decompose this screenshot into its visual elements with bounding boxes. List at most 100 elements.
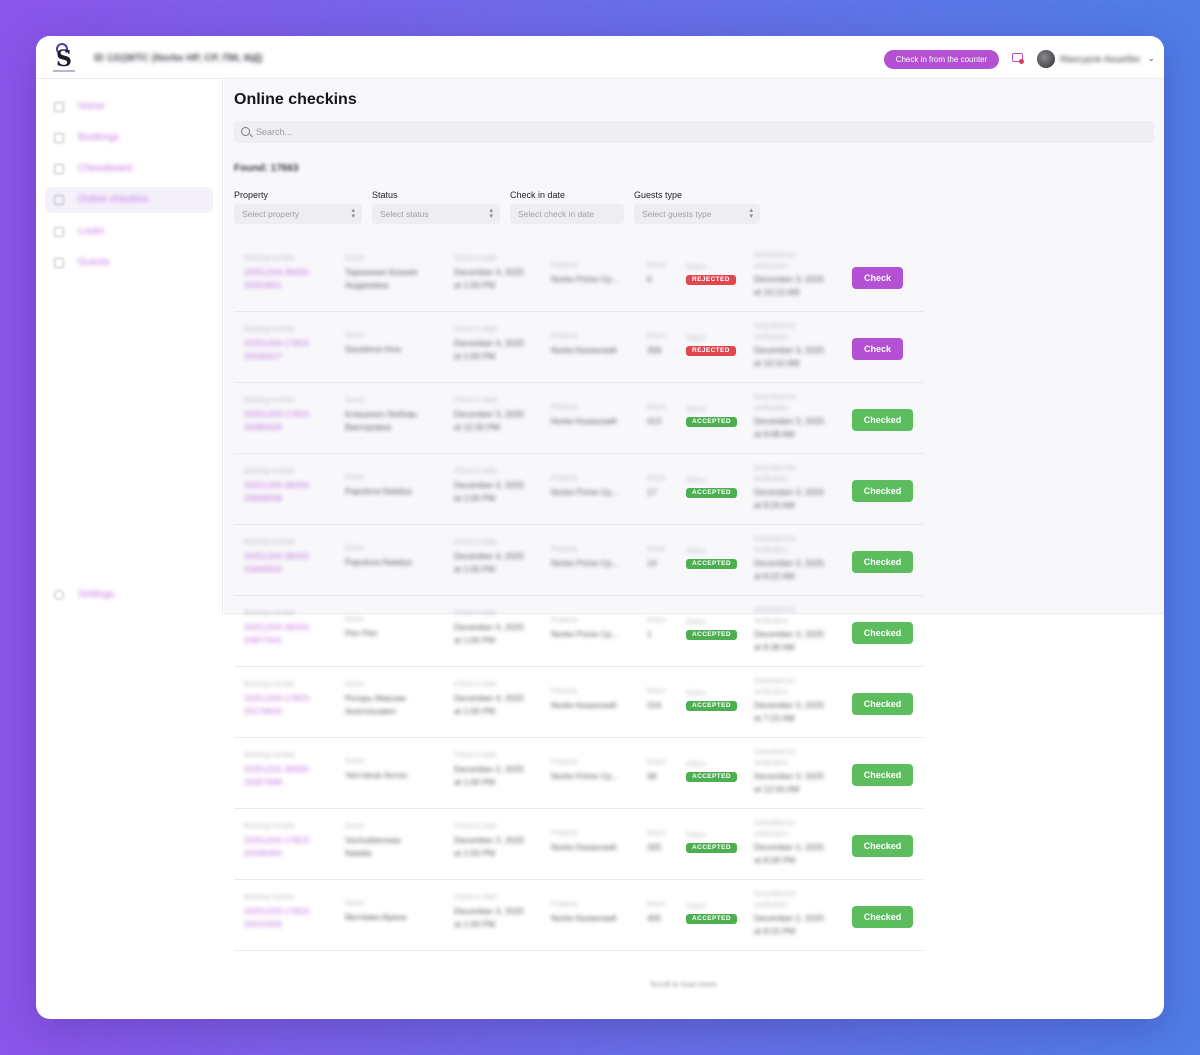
check-in-date: December 4, 2025 at 1:00 PM <box>454 337 524 363</box>
scroll-to-load-more[interactable]: Scroll to load more <box>650 980 717 989</box>
checked-button[interactable]: Checked <box>852 480 913 502</box>
checked-button[interactable]: Checked <box>852 409 913 431</box>
caption-booking: Booking number <box>244 894 295 901</box>
caption-checkin: Check in date <box>454 397 497 404</box>
checked-button[interactable]: Checked <box>852 622 913 644</box>
room-number: 17 <box>647 487 657 497</box>
check-button[interactable]: Check <box>852 267 903 289</box>
sidebar-item-chessboard[interactable]: Chessboard <box>45 156 213 182</box>
guests-type-select[interactable]: Select guests type ▴ ▾ <box>634 204 760 224</box>
status-badge: REJECTED <box>686 346 736 356</box>
check-in-time-line: at 1:00 PM <box>454 351 496 361</box>
lock-icon <box>54 227 64 237</box>
checked-button[interactable]: Checked <box>852 764 913 786</box>
submitted-time-line: at 8:38 AM <box>754 642 795 652</box>
app-logo[interactable]: S <box>53 43 75 73</box>
table-row[interactable]: Booking number 20251202-38200- 20357689 Gue… <box>234 738 924 809</box>
table-row[interactable]: Booking number 20251204-17823- 20179620 Gue… <box>234 667 924 738</box>
booking-number-line: 20849505 <box>244 564 282 574</box>
search-bar[interactable] <box>234 121 1154 143</box>
sidebar-item-bookings[interactable]: Bookings <box>45 125 213 151</box>
guest-name-line: Анатольевич <box>345 706 397 716</box>
booking-number[interactable]: 20251204-17823- 20160107 <box>244 337 311 363</box>
filter-label-check-in-date: Check in date <box>510 190 566 200</box>
checked-button[interactable]: Checked <box>852 693 913 715</box>
check-in-time-line: at 12:30 PM <box>454 422 500 432</box>
booking-number[interactable]: 20251203-17823- 20015059 <box>244 905 311 931</box>
check-in-time-line: at 1:00 PM <box>454 564 496 574</box>
caption-room: Room <box>647 262 666 269</box>
checkin-icon <box>54 195 64 205</box>
booking-number-line: 20251204-38200- <box>244 267 312 277</box>
guest-name-line: Митяева Ирина <box>345 912 407 922</box>
booking-number[interactable]: 20251204-38200- 20253841 <box>244 266 311 292</box>
submitted-date-line: December 3, 2025 <box>754 274 824 284</box>
table-row[interactable]: Booking number 20251204-38200- 20849505 Gue… <box>234 525 924 596</box>
guest-name-line: Papulova Natalya <box>345 486 412 496</box>
select-placeholder: Select status <box>380 209 429 219</box>
caption-property: Property <box>551 262 578 269</box>
table-row[interactable]: Booking number 20251204-38200- 20253841 Gue… <box>234 241 924 312</box>
booking-number[interactable]: 20251202-38200- 20357689 <box>244 763 311 789</box>
caption-guest: Guest <box>345 900 364 907</box>
updown-icon: ▴ ▾ <box>351 207 355 220</box>
property-name: Norke Казанский <box>551 913 617 923</box>
checked-button[interactable]: Checked <box>852 835 913 857</box>
property-select[interactable]: Select property ▴ ▾ <box>234 204 362 224</box>
status-select[interactable]: Select status ▴ ▾ <box>372 204 500 224</box>
check-in-date-line: December 4, 2025 <box>454 338 524 348</box>
caption-room: Room <box>647 759 666 766</box>
property-name: Norke Prime Cp... <box>551 558 619 568</box>
table-row[interactable]: Booking number 20251203-17823- 20085428 Gue… <box>234 383 924 454</box>
organization-title[interactable]: ID 131|WTC (Norke HP, CP, ПМ, МД) <box>94 53 263 64</box>
table-row[interactable]: Booking number 20251204-38200- 20849508 Gue… <box>234 454 924 525</box>
sidebar-item-label: Settings <box>78 589 115 600</box>
booking-number[interactable]: 20251204-17823- 20179620 <box>244 692 311 718</box>
checked-button[interactable]: Checked <box>852 551 913 573</box>
check-in-date: December 2, 2025 at 1:00 PM <box>454 834 524 860</box>
sidebar-item-online-checkins[interactable]: Online checkins <box>45 187 213 213</box>
table-row[interactable]: Booking number 20251202-17823- 20046400 Gue… <box>234 809 924 880</box>
sidebar-item-label: Home <box>78 101 105 112</box>
caption-booking: Booking number <box>244 752 295 759</box>
caption-guest: Guest <box>345 545 364 552</box>
checked-button[interactable]: Checked <box>852 906 913 928</box>
submitted-date: December 2, 2025 at 8:15 PM <box>754 912 824 938</box>
avatar[interactable] <box>1037 50 1055 68</box>
chat-icon[interactable] <box>1012 53 1024 64</box>
user-name[interactable]: Мансуров Акшибек <box>1060 54 1140 64</box>
check-in-counter-button[interactable]: Check in from the counter <box>884 50 999 69</box>
caption-status: Status <box>686 406 706 413</box>
caption-property: Property <box>551 617 578 624</box>
table-row[interactable]: Booking number 20251204-38200- 20877042 Gue… <box>234 596 924 667</box>
booking-number[interactable]: 20251204-38200- 20877042 <box>244 621 311 647</box>
guest-name: Клишенко Любовь Викторовна <box>345 408 417 434</box>
check-in-date: December 3, 2025 at 1:00 PM <box>454 905 524 931</box>
sidebar-item-home[interactable]: Home <box>45 94 213 120</box>
found-count: Found: 17663 <box>234 163 299 174</box>
table-row[interactable]: Booking number 20251203-17823- 20015059 Gue… <box>234 880 924 951</box>
search-input[interactable] <box>256 124 1136 140</box>
check-button[interactable]: Check <box>852 338 903 360</box>
check-in-date: December 4, 2025 at 1:00 PM <box>454 266 524 292</box>
status-badge: ACCEPTED <box>686 488 737 498</box>
caption-status: Status <box>686 832 706 839</box>
booking-number[interactable]: 20251204-38200- 20849508 <box>244 479 311 505</box>
booking-number[interactable]: 20251204-38200- 20849505 <box>244 550 311 576</box>
caption-guest: Guest <box>345 397 364 404</box>
filter-label-status: Status <box>372 190 398 200</box>
booking-number[interactable]: 20251203-17823- 20085428 <box>244 408 311 434</box>
sidebar-item-settings[interactable]: Settings <box>45 582 213 608</box>
caption-submitted: Submitted for verification <box>754 536 796 554</box>
sidebar-item-guests[interactable]: Guests <box>45 250 213 276</box>
guest-name: Papulova Natalya <box>345 485 412 498</box>
check-in-date-select[interactable]: Select check in date <box>510 204 624 224</box>
sidebar-item-locks[interactable]: Locks <box>45 219 213 245</box>
booking-number-line: 20251202-38200- <box>244 764 312 774</box>
booking-number[interactable]: 20251202-17823- 20046400 <box>244 834 311 860</box>
guest-name: Ротарь Максим Анатольевич <box>345 692 405 718</box>
submitted-time-line: at 9:48 AM <box>754 429 795 439</box>
table-row[interactable]: Booking number 20251204-17823- 20160107 Gue… <box>234 312 924 383</box>
room-number: 305 <box>647 842 662 852</box>
chevron-down-icon[interactable]: ⌄ <box>1148 54 1155 63</box>
